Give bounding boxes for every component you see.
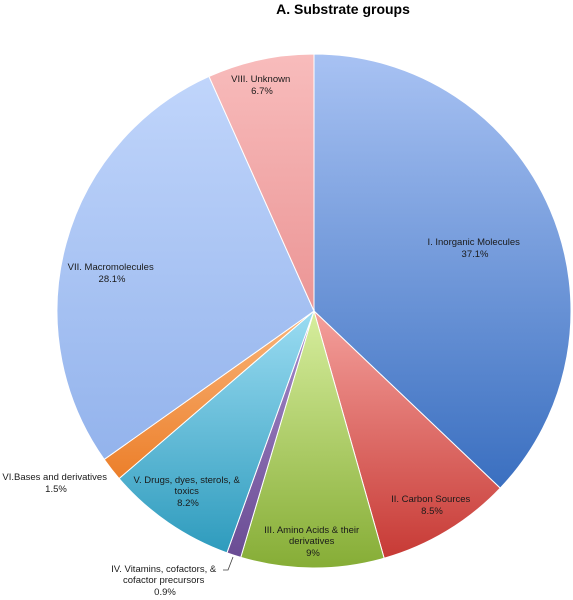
label-unknown: VIII. Unknown 6.7% [231, 74, 293, 97]
label-amino-name-2: derivatives [289, 536, 335, 547]
label-carbon-sources: II. Carbon Sources 8.5% [391, 494, 473, 517]
chart-title: A. Substrate groups [276, 1, 410, 17]
label-vitamins-name-1: IV. Vitamins, cofactors, & [111, 564, 217, 575]
label-carbon-value: 8.5% [421, 506, 443, 517]
label-vitamins-value: 0.9% [154, 587, 176, 598]
label-vitamins-cofactors: IV. Vitamins, cofactors, & cofactor prec… [111, 564, 219, 598]
slice-inorganic-molecules [313, 53, 572, 489]
label-inorganic-name: I. Inorganic Molecules [427, 237, 520, 248]
label-drugs-name-1: V. Drugs, dyes, sterols, & [134, 475, 241, 486]
leader-line-vitamins [223, 556, 234, 571]
label-macro-name: VII. Macromolecules [68, 262, 154, 273]
label-vitamins-name-2: cofactor precursors [123, 575, 205, 586]
label-bases-name: VI.Bases and derivatives [2, 472, 107, 483]
label-unknown-value: 6.7% [251, 86, 273, 97]
pie-slices [56, 53, 572, 569]
label-drugs-name-2: toxics [175, 486, 200, 497]
label-inorganic-value: 37.1% [462, 249, 489, 260]
slice-unknown [208, 53, 315, 312]
label-drugs-dyes: V. Drugs, dyes, sterols, & toxics 8.2% [134, 475, 243, 509]
label-bases-derivatives: VI.Bases and derivatives 1.5% [2, 472, 109, 495]
label-amino-name-1: III. Amino Acids & their [264, 525, 359, 536]
slice-labels: I. Inorganic Molecules 37.1% II. Carbon … [2, 74, 522, 598]
label-amino-acids: III. Amino Acids & their derivatives 9% [264, 525, 362, 559]
slice-amino-acids [240, 309, 385, 569]
label-macro-value: 28.1% [99, 274, 126, 285]
label-macromolecules: VII. Macromolecules 28.1% [68, 262, 157, 285]
label-carbon-name: II. Carbon Sources [391, 494, 470, 505]
label-drugs-value: 8.2% [177, 498, 199, 509]
label-inorganic-molecules: I. Inorganic Molecules 37.1% [427, 237, 522, 260]
slice-macromolecules [56, 75, 315, 461]
label-unknown-name: VIII. Unknown [231, 74, 290, 85]
label-bases-value: 1.5% [45, 484, 67, 495]
label-amino-value: 9% [306, 548, 320, 559]
slice-carbon-sources [313, 309, 501, 559]
slice-drugs-dyes [118, 309, 316, 554]
